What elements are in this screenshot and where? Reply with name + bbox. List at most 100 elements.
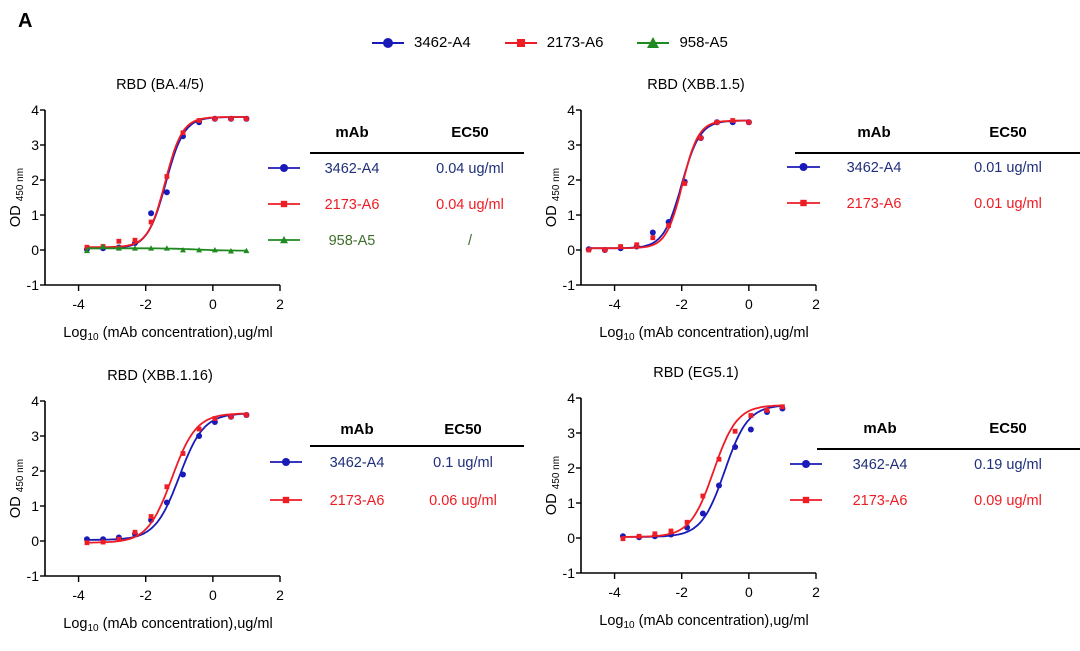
data-point-circle [163,189,170,196]
fit-curve [623,405,783,538]
data-point-circle [280,164,288,172]
y-tick-label: 4 [567,390,575,406]
y-axis-label: OD 450 nm [8,459,26,518]
table-header-ec50: EC50 [989,420,1027,437]
data-point-square [748,413,754,418]
x-tick-label: -4 [72,296,85,312]
data-point-square [282,496,290,504]
row-ec50-value: / [468,233,473,249]
y-tick-label: 1 [567,495,575,511]
data-point-square [132,237,138,243]
y-tick-label: -1 [563,277,576,293]
row-mab-name: 3462-A4 [325,161,380,177]
data-point-triangle [179,247,186,253]
y-tick-label: 0 [567,242,575,258]
data-point-square [148,219,154,225]
row-mab-name: 958-A5 [329,233,376,249]
x-axis-label: Log10 (mAb concentration),ug/ml [63,616,272,634]
series-2173-a6 [620,404,785,542]
y-tick-label: 4 [567,102,575,118]
data-point-circle [802,460,810,468]
y-tick-label: 4 [31,102,39,118]
row-mab-name: 3462-A4 [853,457,908,473]
y-tick-label: 0 [31,242,39,258]
data-point-square [780,404,785,410]
x-axis-label: Log10 (mAb concentration),ug/ml [599,325,808,343]
data-point-circle [148,210,155,217]
data-point-square [244,412,249,418]
y-tick-label: 2 [31,463,39,479]
x-tick-label: 0 [745,584,753,600]
x-tick-label: -2 [675,584,688,600]
figure-panel-label: A [18,10,33,32]
data-point-square [116,238,122,244]
table-row: 2173-A6 0.06 ug/ml [270,493,497,509]
x-tick-label: -4 [72,587,85,603]
y-tick-label: 3 [31,428,39,444]
data-point-square [714,119,720,125]
table-header-ec50: EC50 [444,421,482,438]
square-marker-icon [504,38,537,47]
series-2173-a6 [84,412,249,546]
series-3462-a4 [83,115,250,253]
data-point-square [196,426,202,432]
x-axis-label: Log10 (mAb concentration),ug/ml [63,325,272,343]
data-point-square [84,244,90,250]
row-ec50-value: 0.04 ug/ml [436,161,504,177]
x-tick-label: 2 [812,584,820,600]
data-point-square [280,200,288,208]
data-point-square [764,407,770,413]
fit-curve [623,404,783,538]
row-mab-name: 2173-A6 [325,197,380,213]
fit-curve [87,116,247,250]
row-mab-name: 2173-A6 [853,493,908,509]
table-header-mab: mAb [340,421,373,438]
x-tick-label: -4 [608,584,621,600]
data-point-square [802,496,810,504]
row-mab-name: 3462-A4 [847,160,902,176]
series-958-a5 [83,243,250,254]
data-point-triangle [211,247,218,253]
chart-title: RBD (XBB.1.16) [107,368,213,384]
data-point-square [132,529,138,535]
data-point-square [116,536,122,542]
x-tick-label: 0 [745,296,753,312]
data-point-circle [799,163,808,171]
data-point-square [180,451,186,456]
data-point-square [164,484,170,490]
data-point-square [730,118,736,123]
data-point-circle [179,471,186,478]
data-point-square [800,199,807,207]
fit-curve [588,119,749,250]
data-point-triangle [131,245,138,251]
data-point-square [620,536,626,542]
data-point-square [180,130,186,136]
chart-title: RBD (XBB.1.5) [647,77,745,93]
table-row: 2173-A6 0.04 ug/ml [268,197,504,213]
data-point-square [746,119,752,125]
table-header-ec50: EC50 [989,124,1027,141]
chart-title: RBD (EG5.1) [653,365,738,381]
data-point-square [100,539,106,545]
row-ec50-value: 0.01 ug/ml [974,196,1042,212]
y-tick-label: 3 [567,425,575,441]
x-tick-label: 0 [209,587,217,603]
y-tick-label: 3 [567,137,575,153]
data-point-circle [196,433,203,439]
y-tick-label: 3 [31,137,39,153]
x-tick-label: 2 [276,587,284,603]
table-row: 2173-A6 0.09 ug/ml [790,493,1042,509]
data-point-square [650,235,656,241]
data-point-square [212,116,218,122]
data-point-square [602,247,608,253]
y-tick-label: 1 [567,207,575,223]
data-point-square [586,247,592,253]
data-point-circle [699,510,706,517]
table-header-mab: mAb [857,124,890,141]
table-header-ec50: EC50 [451,124,489,141]
legend-item-3462-a4: 3462-A4 [372,34,471,51]
data-point-triangle [196,247,203,253]
circle-marker-icon [372,37,404,48]
table-row: 3462-A4 0.04 ug/ml [268,161,504,177]
triangle-marker-icon [637,36,670,48]
